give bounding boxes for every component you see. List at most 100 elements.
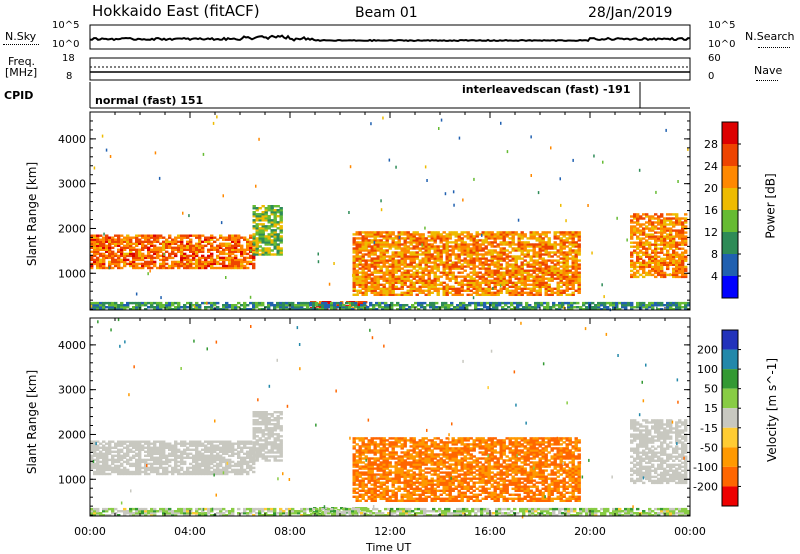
- echo-cell: [645, 241, 649, 244]
- echo-cell: [537, 301, 541, 305]
- echo-cell: [415, 269, 419, 272]
- echo-cell: [660, 271, 664, 275]
- echo-cell: [520, 293, 524, 296]
- echo-cell: [663, 223, 667, 226]
- echo-cell: [336, 301, 340, 305]
- echo-cell: [123, 468, 127, 472]
- echo-cell: [678, 231, 682, 234]
- echo-cell: [246, 464, 250, 468]
- echo-cell: [186, 234, 190, 237]
- echo-cell: [370, 291, 374, 294]
- echo-cell: [273, 459, 277, 462]
- echo-cell: [412, 239, 416, 242]
- echo-cell: [370, 233, 374, 236]
- echo-cell: [397, 241, 401, 244]
- echo-cell: [150, 442, 154, 445]
- echo-cell: [487, 249, 491, 252]
- echo-cell: [228, 250, 232, 253]
- echo-cell: [237, 234, 241, 237]
- echo-cell: [451, 289, 455, 292]
- echo-cell: [279, 229, 283, 232]
- echo-cell: [231, 470, 235, 474]
- echo-cell: [424, 267, 428, 270]
- echo-cell: [660, 237, 664, 240]
- echo-cell: [117, 440, 121, 443]
- echo-cell: [532, 247, 536, 250]
- echo-cell: [511, 257, 515, 260]
- echo-cell: [111, 238, 115, 241]
- echo-cell: [540, 304, 544, 307]
- echo-cell: [249, 446, 253, 449]
- echo-cell: [657, 227, 661, 230]
- echo-cell: [394, 263, 398, 266]
- echo-cell: [276, 455, 280, 458]
- echo-cell: [502, 253, 506, 256]
- echo-cell: [171, 450, 175, 453]
- echo-cell: [255, 241, 259, 244]
- echo-cell: [556, 281, 560, 284]
- echo-cell: [204, 264, 208, 268]
- echo-cell: [294, 304, 298, 307]
- echo-cell: [376, 245, 380, 248]
- echo-cell: [364, 249, 368, 252]
- echo-cell: [388, 235, 392, 238]
- echo-cell: [460, 231, 464, 234]
- echo-cell: [171, 468, 175, 472]
- echo-cell: [651, 223, 655, 226]
- echo-cell: [132, 301, 136, 305]
- echo-cell: [427, 291, 431, 294]
- echo-cell: [424, 265, 428, 268]
- echo-cell: [198, 462, 202, 466]
- echo-cell: [412, 273, 416, 276]
- echo-cell: [228, 460, 232, 464]
- echo-cell: [192, 256, 196, 260]
- echo-cell: [568, 287, 572, 290]
- echo-cell: [415, 273, 419, 276]
- echo-cell: [279, 443, 283, 446]
- echo-cell: [427, 231, 431, 234]
- echo-cell: [345, 306, 349, 309]
- echo-cell: [102, 240, 106, 243]
- echo-cell: [153, 444, 157, 447]
- echo-cell: [370, 261, 374, 264]
- echo-cell: [264, 411, 268, 414]
- scatter-dot: [687, 147, 689, 151]
- echo-cell: [102, 308, 106, 311]
- echo-cell: [120, 304, 124, 307]
- echo-cell: [219, 242, 223, 245]
- echo-cell: [427, 261, 431, 264]
- echo-cell: [183, 266, 187, 270]
- echo-cell: [657, 267, 661, 271]
- echo-cell: [448, 253, 452, 256]
- echo-cell: [472, 239, 476, 242]
- echo-cell: [355, 253, 359, 256]
- echo-cell: [135, 306, 139, 309]
- echo-cell: [484, 251, 488, 254]
- echo-cell: [96, 244, 100, 247]
- echo-cell: [562, 291, 566, 294]
- echo-cell: [496, 233, 500, 236]
- echo-cell: [174, 446, 178, 449]
- echo-cell: [231, 248, 235, 251]
- echo-cell: [433, 257, 437, 260]
- echo-cell: [579, 308, 583, 311]
- echo-cell: [496, 269, 500, 272]
- echo-cell: [189, 248, 193, 251]
- echo-cell: [321, 301, 325, 305]
- echo-cell: [415, 287, 419, 290]
- echo-cell: [201, 464, 205, 468]
- echo-cell: [666, 263, 670, 266]
- echo-cell: [264, 209, 268, 212]
- echo-cell: [457, 255, 461, 258]
- echo-cell: [370, 235, 374, 238]
- echo-cell: [568, 257, 572, 260]
- echo-cell: [117, 264, 121, 268]
- echo-cell: [237, 444, 241, 447]
- echo-cell: [666, 229, 670, 232]
- echo-cell: [436, 275, 440, 278]
- echo-cell: [651, 217, 655, 220]
- echo-cell: [367, 265, 371, 268]
- echo-cell: [400, 263, 404, 266]
- echo-cell: [508, 279, 512, 282]
- echo-cell: [99, 264, 103, 268]
